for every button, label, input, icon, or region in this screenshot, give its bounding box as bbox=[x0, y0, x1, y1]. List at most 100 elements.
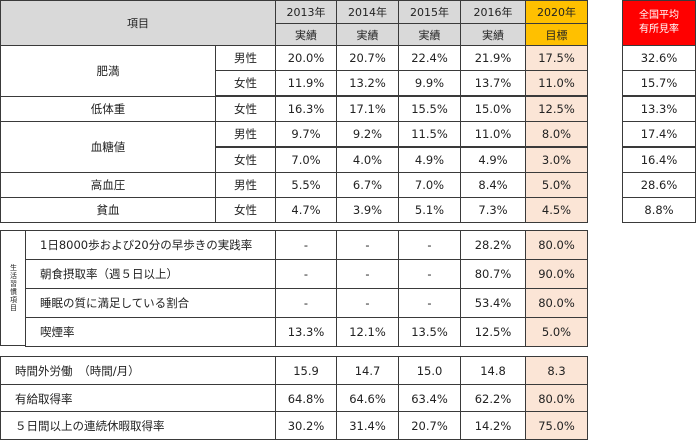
health-national-avg: 13.3% bbox=[622, 96, 696, 122]
lifestyle-value: - bbox=[275, 230, 337, 260]
work-value: 14.2% bbox=[460, 411, 526, 440]
work-value: 15.0 bbox=[398, 356, 461, 385]
health-value: 5.0% bbox=[525, 172, 588, 198]
lifestyle-value: 5.0% bbox=[525, 317, 588, 347]
header-sub-2014: 実績 bbox=[336, 23, 399, 46]
health-value: 20.0% bbox=[275, 45, 337, 71]
work-value: 14.8 bbox=[460, 356, 526, 385]
work-value: 15.9 bbox=[275, 356, 337, 385]
work-value: 8.3 bbox=[525, 356, 588, 385]
work-value: 14.7 bbox=[336, 356, 399, 385]
lifestyle-value: - bbox=[275, 259, 337, 289]
health-sex: 女性 bbox=[215, 197, 276, 223]
health-value: 22.4% bbox=[398, 45, 461, 71]
health-national-avg: 28.6% bbox=[622, 172, 696, 198]
health-national-avg: 17.4% bbox=[622, 121, 696, 147]
header-2016: 2016年 bbox=[460, 0, 526, 24]
health-value: 3.9% bbox=[336, 197, 399, 223]
header-2020: 2020年 bbox=[525, 0, 588, 24]
lifestyle-label: 1日8000歩および20分の早歩きの実践率 bbox=[25, 230, 276, 260]
lifestyle-value: 90.0% bbox=[525, 259, 588, 289]
health-sex: 女性 bbox=[215, 96, 276, 122]
work-value: 20.7% bbox=[398, 411, 461, 440]
health-national-avg: 15.7% bbox=[622, 70, 696, 96]
health-label-underweight: 低体重 bbox=[0, 96, 216, 122]
health-sex: 男性 bbox=[215, 45, 276, 71]
health-value: 21.9% bbox=[460, 45, 526, 71]
health-value: 9.9% bbox=[398, 70, 461, 96]
health-label-obesity: 肥満 bbox=[0, 45, 216, 97]
work-value: 62.2% bbox=[460, 384, 526, 413]
health-value: 9.7% bbox=[275, 121, 337, 147]
work-label: 有給取得率 bbox=[0, 384, 276, 413]
health-value: 11.0% bbox=[525, 70, 588, 96]
lifestyle-value: - bbox=[336, 230, 399, 260]
work-value: 75.0% bbox=[525, 411, 588, 440]
lifestyle-value: 13.5% bbox=[398, 317, 461, 347]
lifestyle-value: 12.5% bbox=[460, 317, 526, 347]
header-2013: 2013年 bbox=[275, 0, 337, 24]
work-value: 64.6% bbox=[336, 384, 399, 413]
work-value: 64.8% bbox=[275, 384, 337, 413]
work-value: 80.0% bbox=[525, 384, 588, 413]
health-value: 4.9% bbox=[460, 147, 526, 173]
health-value: 8.0% bbox=[525, 121, 588, 147]
health-national-avg: 16.4% bbox=[622, 147, 696, 173]
work-label: 時間外労働 （時間/月） bbox=[0, 356, 276, 385]
lifestyle-value: - bbox=[398, 259, 461, 289]
health-national-avg: 8.8% bbox=[622, 197, 696, 223]
header-item: 項目 bbox=[0, 0, 276, 46]
health-value: 13.7% bbox=[460, 70, 526, 96]
lifestyle-value: - bbox=[275, 288, 337, 318]
lifestyle-value: - bbox=[398, 230, 461, 260]
health-value: 11.5% bbox=[398, 121, 461, 147]
header-item-label: 項目 bbox=[127, 17, 149, 30]
health-value: 11.9% bbox=[275, 70, 337, 96]
health-national-avg: 32.6% bbox=[622, 45, 696, 71]
avg-line2: 有所見率 bbox=[639, 24, 679, 35]
lifestyle-value: 53.4% bbox=[460, 288, 526, 318]
lifestyle-value: 12.1% bbox=[336, 317, 399, 347]
header-sub-2013: 実績 bbox=[275, 23, 337, 46]
health-sex: 女性 bbox=[215, 147, 276, 173]
work-value: 31.4% bbox=[336, 411, 399, 440]
health-value: 9.2% bbox=[336, 121, 399, 147]
health-value: 4.9% bbox=[398, 147, 461, 173]
health-value: 3.0% bbox=[525, 147, 588, 173]
lifestyle-side-label: 生活習慣項目 bbox=[0, 230, 26, 346]
health-value: 12.5% bbox=[525, 96, 588, 122]
header-sub-2016: 実績 bbox=[460, 23, 526, 46]
avg-line1: 全国平均 bbox=[639, 10, 679, 21]
health-label-anemia: 貧血 bbox=[0, 197, 216, 223]
health-sex: 男性 bbox=[215, 172, 276, 198]
health-value: 7.0% bbox=[398, 172, 461, 198]
lifestyle-value: 80.7% bbox=[460, 259, 526, 289]
health-sex: 男性 bbox=[215, 121, 276, 147]
health-sex: 女性 bbox=[215, 70, 276, 96]
health-value: 15.5% bbox=[398, 96, 461, 122]
health-value: 5.1% bbox=[398, 197, 461, 223]
health-value: 8.4% bbox=[460, 172, 526, 198]
lifestyle-value: 80.0% bbox=[525, 230, 588, 260]
header-sub-2015: 実績 bbox=[398, 23, 461, 46]
health-value: 16.3% bbox=[275, 96, 337, 122]
header-sub-2020: 目標 bbox=[525, 23, 588, 46]
header-2015: 2015年 bbox=[398, 0, 461, 24]
health-value: 7.3% bbox=[460, 197, 526, 223]
health-value: 17.5% bbox=[525, 45, 588, 71]
work-label: ５日間以上の連続休暇取得率 bbox=[0, 411, 276, 440]
header-national-average: 全国平均 有所見率 bbox=[622, 0, 696, 46]
health-value: 17.1% bbox=[336, 96, 399, 122]
lifestyle-value: - bbox=[336, 288, 399, 318]
lifestyle-label: 睡眠の質に満足している割合 bbox=[25, 288, 276, 318]
lifestyle-value: - bbox=[398, 288, 461, 318]
health-value: 6.7% bbox=[336, 172, 399, 198]
lifestyle-value: 28.2% bbox=[460, 230, 526, 260]
lifestyle-label: 朝食摂取率（週５日以上） bbox=[25, 259, 276, 289]
work-value: 63.4% bbox=[398, 384, 461, 413]
health-value: 11.0% bbox=[460, 121, 526, 147]
health-value: 7.0% bbox=[275, 147, 337, 173]
health-value: 5.5% bbox=[275, 172, 337, 198]
health-value: 4.7% bbox=[275, 197, 337, 223]
health-value: 20.7% bbox=[336, 45, 399, 71]
